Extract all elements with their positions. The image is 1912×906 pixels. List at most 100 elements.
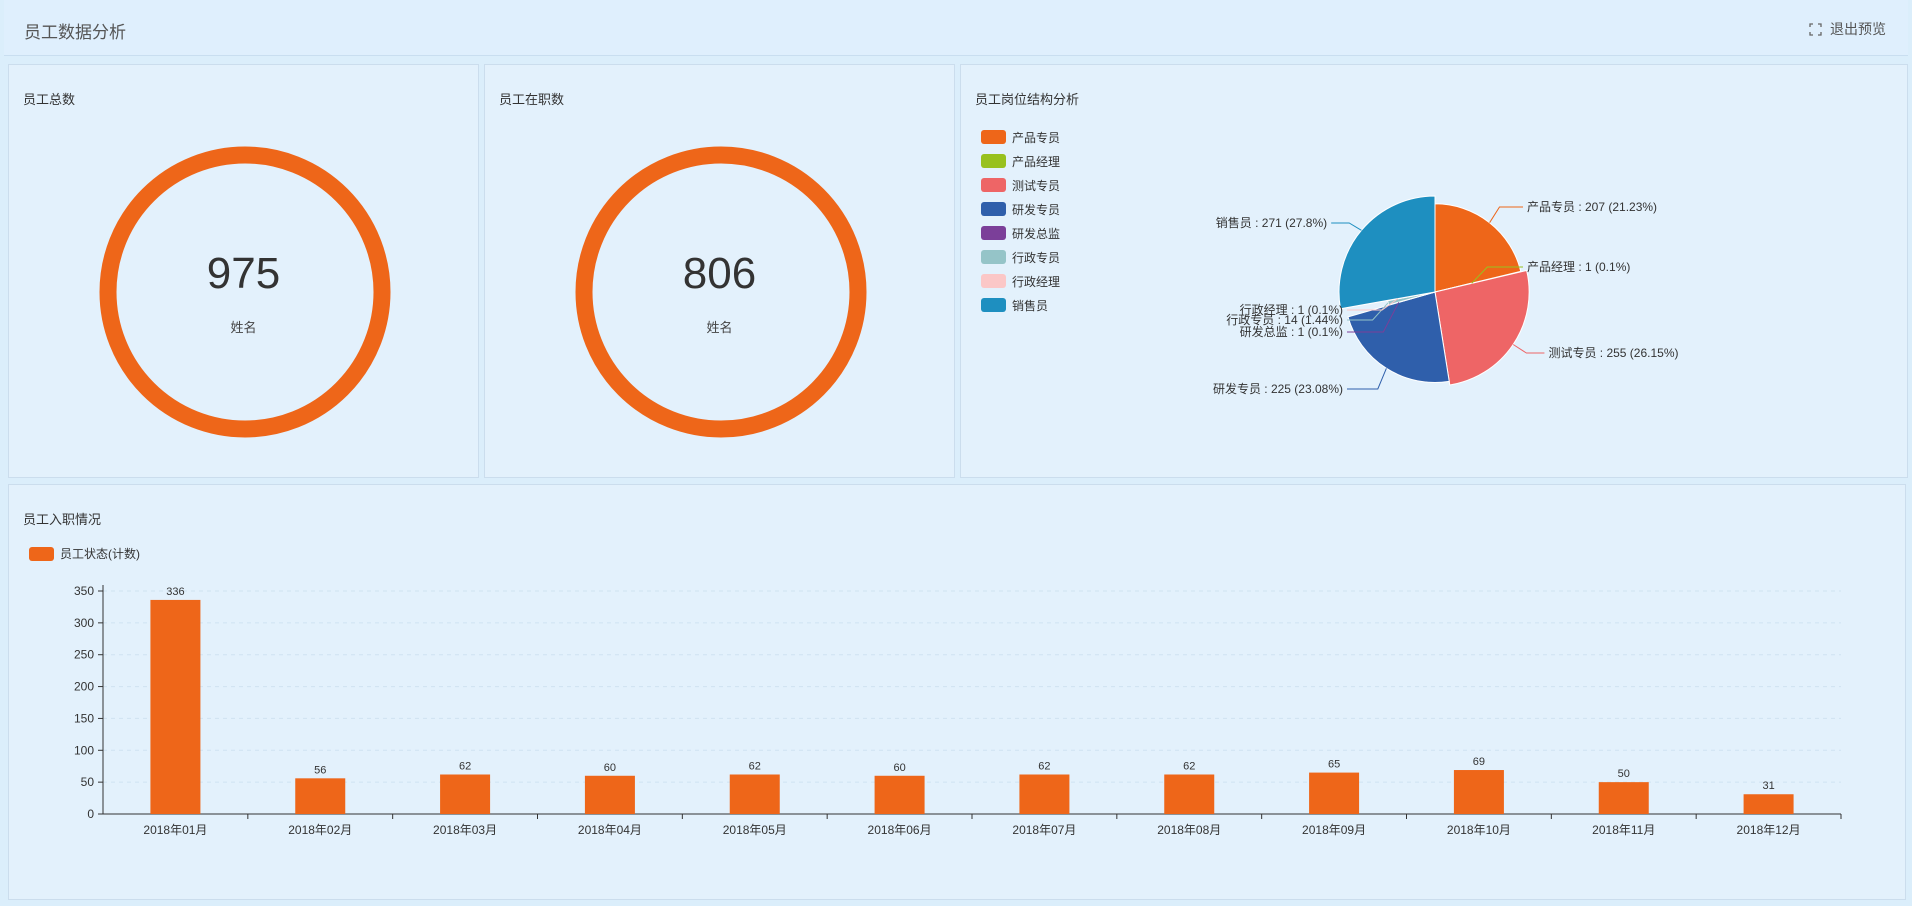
bar-value-label: 336 xyxy=(166,586,184,598)
pie-leader-line xyxy=(1489,206,1523,223)
pie-slice[interactable] xyxy=(1434,269,1530,386)
x-tick-label: 2018年01月 xyxy=(143,823,207,837)
total-employees-title: 员工总数 xyxy=(23,92,76,107)
bar[interactable] xyxy=(1019,774,1070,814)
pie-slice-label: 行政专员 : 14 (1.44%) xyxy=(1226,312,1343,327)
hiring-bar-chart: 0 50 100 150 200 250 300 350 336 2018年01月 56 2018年0… xyxy=(74,584,1842,837)
active-employees-title: 员工在职数 xyxy=(499,92,565,107)
y-tick-label: 100 xyxy=(74,743,94,757)
pie-legend-item[interactable]: 产品专员 xyxy=(981,125,1060,149)
page-header: 员工数据分析 退出预览 xyxy=(4,0,1908,56)
bar[interactable] xyxy=(1453,770,1504,814)
page-title: 员工数据分析 xyxy=(24,23,126,42)
pie-legend-label: 行政经理 xyxy=(1012,274,1061,289)
y-tick-label: 200 xyxy=(74,680,94,694)
pie-legend-label: 研发专员 xyxy=(1012,202,1061,217)
pie-legend-item[interactable]: 研发总监 xyxy=(981,221,1060,245)
bar[interactable] xyxy=(1309,772,1360,814)
y-tick-label: 350 xyxy=(74,584,94,598)
total-employees-sub: 姓名 xyxy=(230,320,257,335)
position-structure-panel: 员工岗位结构分析 产品专员 产品经理 测试专员 研发专员 研发总监 行政专员 行政经理 销售员… xyxy=(960,64,1908,478)
pie-slice-label: 销售员 : 271 (27.8%) xyxy=(1216,215,1327,230)
x-tick-label: 2018年11月 xyxy=(1592,823,1655,837)
bar[interactable] xyxy=(1164,774,1215,814)
position-structure-title: 员工岗位结构分析 xyxy=(975,92,1080,107)
bar[interactable] xyxy=(440,774,491,814)
pie-slice-label: 产品经理 : 1 (0.1%) xyxy=(1527,260,1630,274)
pie-legend-swatch xyxy=(981,226,1006,240)
pie-slice[interactable] xyxy=(1347,291,1450,383)
bar-value-label: 62 xyxy=(1038,760,1050,772)
pie-slice[interactable] xyxy=(1434,203,1522,293)
y-tick-label: 0 xyxy=(87,807,94,821)
pie-legend-swatch xyxy=(981,130,1006,144)
position-pie-chart: 产品专员 : 207 (21.23%) 产品经理 : 1 (0.1%) 测试专员 :… xyxy=(1213,195,1679,396)
y-tick-label: 300 xyxy=(74,616,94,630)
pie-leader-line xyxy=(1347,368,1387,390)
x-tick-label: 2018年12月 xyxy=(1737,823,1801,837)
pie-legend-item[interactable]: 销售员 xyxy=(981,293,1060,317)
bar-value-label: 62 xyxy=(459,760,471,772)
pie-legend-item[interactable]: 行政经理 xyxy=(981,269,1060,293)
pie-slice-label: 产品专员 : 207 (21.23%) xyxy=(1527,199,1657,214)
bar-value-label: 69 xyxy=(1473,756,1485,768)
bar-value-label: 60 xyxy=(893,762,905,774)
pie-legend-label: 产品经理 xyxy=(1012,154,1061,169)
x-tick-label: 2018年10月 xyxy=(1447,823,1511,837)
bar-legend-label: 员工状态(计数) xyxy=(60,547,140,561)
pie-leader-line xyxy=(1347,302,1389,321)
active-employees-sub: 姓名 xyxy=(706,320,733,335)
pie-slice-label: 测试专员 : 255 (26.15%) xyxy=(1548,345,1678,360)
x-tick-label: 2018年07月 xyxy=(1012,823,1076,837)
x-tick-label: 2018年05月 xyxy=(723,823,787,837)
bar[interactable] xyxy=(874,775,925,814)
pie-slice[interactable] xyxy=(1338,195,1436,310)
x-tick-label: 2018年02月 xyxy=(288,823,352,837)
bar[interactable] xyxy=(729,774,780,814)
pie-slice-label: 研发专员 : 225 (23.08%) xyxy=(1213,381,1343,396)
pie-legend-item[interactable]: 行政专员 xyxy=(981,245,1060,269)
pie-legend-swatch xyxy=(981,178,1006,192)
pie-slice-label: 行政经理 : 1 (0.1%) xyxy=(1240,303,1343,317)
bar-legend: 员工状态(计数) xyxy=(29,545,140,562)
fullscreen-exit-icon xyxy=(1809,22,1822,36)
x-tick-label: 2018年04月 xyxy=(578,823,642,837)
bar-legend-swatch xyxy=(29,546,54,561)
active-employees-value: 806 xyxy=(682,249,757,298)
pie-legend-swatch xyxy=(981,202,1006,216)
hiring-title: 员工入职情况 xyxy=(23,512,102,527)
y-tick-label: 250 xyxy=(74,648,94,662)
pie-legend: 产品专员产品经理测试专员研发专员研发总监行政专员行政经理销售员 xyxy=(981,125,1060,317)
pie-legend-label: 行政专员 xyxy=(1012,250,1061,265)
pie-legend-item[interactable]: 产品经理 xyxy=(981,149,1060,173)
y-tick-label: 150 xyxy=(74,711,94,725)
x-tick-label: 2018年06月 xyxy=(868,823,932,837)
pie-leader-line xyxy=(1512,344,1545,354)
bar-value-label: 65 xyxy=(1328,759,1340,771)
pie-legend-label: 产品专员 xyxy=(1012,130,1061,145)
bar-value-label: 31 xyxy=(1762,780,1774,792)
x-tick-label: 2018年09月 xyxy=(1302,823,1366,837)
total-employees-ring xyxy=(99,146,391,438)
pie-slice-label: 研发总监 : 1 (0.1%) xyxy=(1240,324,1343,339)
bar[interactable] xyxy=(1743,794,1794,814)
pie-leader-line xyxy=(1331,222,1362,231)
pie-leader-line xyxy=(1471,266,1523,284)
total-employees-panel: 员工总数 975 姓名 xyxy=(8,64,479,478)
pie-legend-item[interactable]: 研发专员 xyxy=(981,197,1060,221)
bar-value-label: 56 xyxy=(314,764,326,776)
hiring-panel: 员工入职情况 员工状态(计数) 0 50 100 150 200 250 300 350 336… xyxy=(8,484,1906,900)
pie-legend-swatch xyxy=(981,298,1006,312)
exit-preview-button[interactable]: 退出预览 xyxy=(1809,19,1886,39)
bar[interactable] xyxy=(584,775,635,814)
pie-legend-label: 销售员 xyxy=(1012,298,1049,313)
pie-legend-swatch xyxy=(981,154,1006,168)
bar[interactable] xyxy=(150,599,201,814)
bar[interactable] xyxy=(295,778,346,814)
active-employees-panel: 员工在职数 806 姓名 xyxy=(484,64,955,478)
pie-legend-swatch xyxy=(981,250,1006,264)
bar-value-label: 62 xyxy=(749,760,761,772)
pie-legend-item[interactable]: 测试专员 xyxy=(981,173,1060,197)
y-tick-label: 50 xyxy=(81,775,95,789)
bar[interactable] xyxy=(1598,782,1649,814)
